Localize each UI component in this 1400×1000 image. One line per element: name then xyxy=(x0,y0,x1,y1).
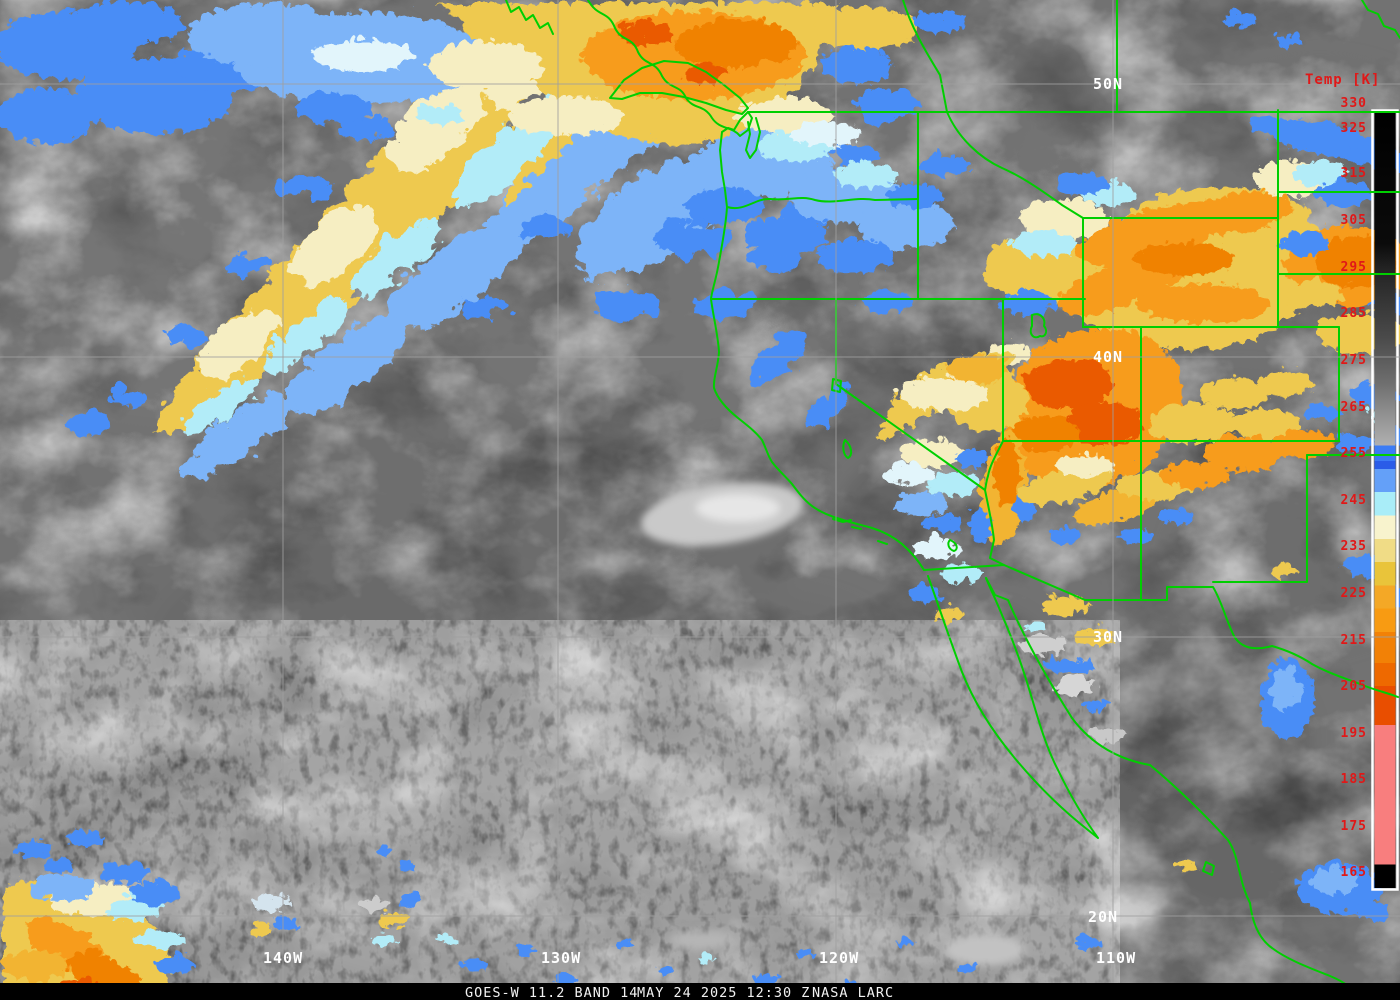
border-id-mt xyxy=(946,111,1084,219)
colorbar-tick-205: 205 xyxy=(1341,679,1367,694)
colorbar-unit-label: Temp [K] xyxy=(1305,72,1380,88)
border-us-mexico xyxy=(923,564,1399,698)
vancouver-island xyxy=(609,60,749,115)
pacific-coastline xyxy=(710,111,925,571)
colorbar-tick-255: 255 xyxy=(1341,446,1367,461)
marine-stratus-cloud xyxy=(640,482,1025,966)
colorbar-tick-305: 305 xyxy=(1341,213,1367,228)
grid-label-140w: 140W xyxy=(263,949,303,967)
caption-bar: GOES-W 11.2 BAND 14 MAY 24 2025 12:30 Z … xyxy=(0,983,1400,1000)
great-salt-lake xyxy=(1029,313,1048,339)
colorbar-tick-225: 225 xyxy=(1341,586,1367,601)
colorbar xyxy=(1371,109,1399,891)
puget-sound xyxy=(745,117,761,159)
grid-label-20n: 20N xyxy=(1088,908,1118,926)
colorbar-tick-175: 175 xyxy=(1341,819,1367,834)
caption-product: GOES-W 11.2 BAND 14 xyxy=(465,985,638,1000)
border-bc-coastline xyxy=(587,0,753,137)
border-bc-ab xyxy=(902,0,948,113)
grid-label-130w: 130W xyxy=(541,949,581,967)
colorbar-tick-330: 330 xyxy=(1341,96,1367,111)
colorbar-tick-245: 245 xyxy=(1341,493,1367,508)
grid-label-40n: 40N xyxy=(1093,348,1123,366)
colorbar-tick-315: 315 xyxy=(1341,166,1367,181)
haida-gwaii-islands xyxy=(505,0,554,35)
colorbar-tick-215: 215 xyxy=(1341,633,1367,648)
colorbar-tick-235: 235 xyxy=(1341,539,1367,554)
grid-label-30n: 30N xyxy=(1093,628,1123,646)
salton-sea xyxy=(947,539,958,552)
san-francisco-bay xyxy=(842,439,853,459)
grid-label-110w: 110W xyxy=(1096,949,1136,967)
mexico-mainland-coast xyxy=(985,577,1361,1000)
colorbar-tick-295: 295 xyxy=(1341,260,1367,275)
colorbar-tick-325: 325 xyxy=(1341,121,1367,136)
manitoba-lakes xyxy=(1361,0,1400,39)
cloud-topleft-blues xyxy=(0,0,483,140)
colorbar-tick-195: 195 xyxy=(1341,726,1367,741)
tiburon-island xyxy=(1202,861,1215,876)
colorbar-frame xyxy=(1371,109,1399,891)
caption-credit: NASA LARC xyxy=(812,985,894,1000)
colorbar-tick-275: 275 xyxy=(1341,353,1367,368)
lake-tahoe xyxy=(831,378,842,393)
caption-datetime: MAY 24 2025 12:30 Z xyxy=(637,985,810,1000)
colorbar-tick-185: 185 xyxy=(1341,772,1367,787)
grid-label-120w: 120W xyxy=(819,949,859,967)
border-nm-tx xyxy=(1212,454,1308,583)
grid-label-50n: 50N xyxy=(1093,75,1123,93)
colorbar-tick-285: 285 xyxy=(1341,306,1367,321)
colorbar-gradient-strip xyxy=(1374,112,1396,888)
border-wa-or-columbia xyxy=(726,197,919,210)
cloud-rockies-mass xyxy=(875,113,1400,671)
colorbar-tick-165: 165 xyxy=(1341,865,1367,880)
cloud-tropics xyxy=(0,828,1193,1000)
caption-background xyxy=(0,983,1400,1000)
border-nv-az-river xyxy=(984,440,1004,491)
colorbar-labels: Temp [K] 330 325 315 305 295 285 275 265… xyxy=(1305,72,1380,880)
colorbar-tick-265: 265 xyxy=(1341,400,1367,415)
